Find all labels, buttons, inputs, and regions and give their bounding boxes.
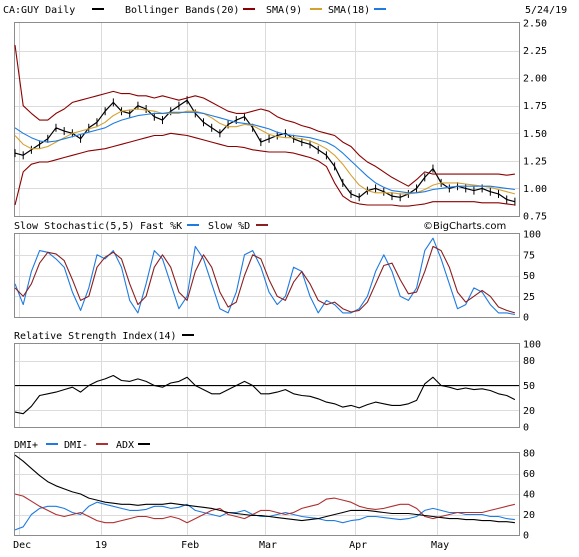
dmi-minus-swatch	[96, 443, 108, 445]
y-tick-label: 2.25	[523, 46, 547, 57]
y-tick-label: 20	[523, 510, 535, 521]
sma18-line	[14, 111, 515, 194]
x-tick-label: May	[431, 540, 449, 551]
y-tick-label: 1.25	[523, 156, 547, 167]
y-tick-label: 25	[523, 292, 535, 303]
y-tick-label: 2.50	[523, 19, 547, 30]
y-tick-label: 20	[523, 406, 535, 417]
bollinger-upper-line	[14, 45, 515, 187]
dmi-minus-line	[14, 493, 516, 524]
y-tick-label: 80	[523, 356, 535, 367]
slow-d-label: Slow %D	[208, 221, 250, 232]
y-tick-label: 0	[523, 313, 529, 324]
adx-label: ADX	[116, 440, 134, 451]
y-tick-label: 60	[523, 469, 535, 480]
date-label: 5/24/19	[525, 5, 567, 16]
x-tick-label: Feb	[181, 540, 199, 551]
y-tick-label: 0	[523, 423, 529, 434]
y-tick-label: 80	[523, 449, 535, 460]
bollinger-label: Bollinger Bands(20)	[125, 5, 239, 16]
adx-swatch	[138, 443, 150, 445]
rsi-title: Relative Strength Index(14)	[14, 331, 177, 342]
y-tick-label: 0	[523, 531, 529, 542]
symbol-label: CA:GUY Daily	[3, 5, 75, 16]
y-tick-label: 100	[523, 340, 541, 351]
y-tick-label: 0.75	[523, 212, 547, 223]
x-tick-label: 19	[95, 540, 107, 551]
x-tick-label: Dec	[13, 540, 31, 551]
y-tick-label: 50	[523, 381, 535, 392]
sma9-line	[14, 108, 516, 195]
x-tick-label: Mar	[259, 540, 277, 551]
sma18-legend-swatch	[374, 8, 386, 10]
fast-k-label: Fast %K	[140, 221, 182, 232]
x-tick-label: Apr	[349, 540, 367, 551]
dmi-plus-label: DMI+	[14, 440, 38, 451]
sma18-label: SMA(18)	[328, 5, 370, 16]
adx-line	[14, 454, 515, 524]
sma9-legend-swatch	[310, 8, 322, 10]
rsi-swatch	[182, 334, 194, 336]
dmi-minus-label: DMI-	[64, 440, 88, 451]
fast-k-swatch	[187, 224, 199, 226]
slow-d-swatch	[256, 224, 268, 226]
y-tick-label: 50	[523, 271, 535, 282]
bollinger-lower-line	[14, 132, 515, 207]
y-tick-label: 1.75	[523, 101, 547, 112]
y-tick-label: 75	[523, 250, 535, 261]
stochastic-title: Slow Stochastic(5,5)	[14, 221, 134, 232]
price-legend-swatch	[92, 8, 104, 10]
rsi-line	[14, 374, 516, 415]
y-tick-label: 100	[523, 230, 541, 241]
bollinger-legend-swatch	[243, 8, 255, 10]
y-tick-label: 1.00	[523, 184, 547, 195]
fast-k-line	[14, 237, 516, 316]
watermark: ©BigCharts.com	[423, 221, 506, 232]
y-tick-label: 2.00	[523, 74, 547, 85]
dmi-plus-swatch	[46, 443, 58, 445]
sma9-label: SMA(9)	[266, 5, 302, 16]
y-tick-label: 40	[523, 490, 535, 501]
y-tick-label: 1.50	[523, 129, 547, 140]
price-line	[14, 99, 516, 203]
slow-d-line	[14, 245, 516, 314]
